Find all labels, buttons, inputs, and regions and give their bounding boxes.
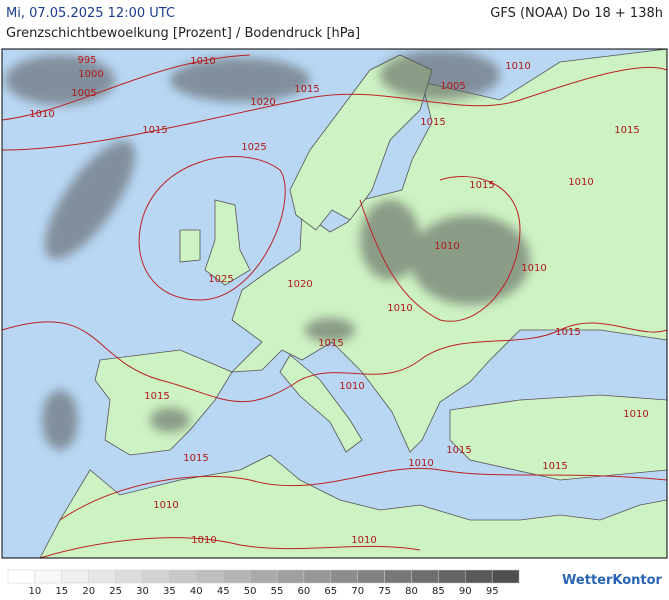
isobar-label: 1010 — [623, 409, 648, 420]
legend-swatch — [88, 569, 116, 584]
isobar-label: 1010 — [568, 177, 593, 188]
isobar-label: 1010 — [191, 535, 216, 546]
legend-label: 75 — [378, 586, 391, 597]
legend-swatch — [411, 569, 439, 584]
isobar-labels: 995 1000 1005 1010 1010 1015 1020 1015 1025 1005 1… — [29, 55, 648, 546]
legend-swatch — [384, 569, 412, 584]
isobar-label: 1005 — [71, 88, 96, 99]
isobar-label: 1010 — [351, 535, 376, 546]
isobar-label: 1010 — [521, 263, 546, 274]
isobar-label: 1025 — [241, 142, 266, 153]
legend-swatch — [303, 569, 332, 584]
isobars — [2, 54, 667, 558]
map-frame — [1, 48, 668, 559]
isobar-label: 1020 — [287, 279, 312, 290]
isobar-label: 1010 — [408, 458, 433, 469]
legend-label: 10 — [29, 586, 42, 597]
legend-label: 70 — [351, 586, 364, 597]
legend-swatch — [34, 569, 63, 584]
isobar-label: 1010 — [153, 500, 178, 511]
legend-label: 65 — [324, 586, 337, 597]
isobar-label: 1010 — [29, 109, 54, 120]
legend: 10 15 20 25 30 35 40 45 50 55 60 65 70 75 80 85 90 95 — [7, 569, 520, 597]
isobar-label: 995 — [77, 55, 96, 66]
legend-swatch — [222, 569, 251, 584]
legend-swatch — [357, 569, 385, 584]
legend-label: 20 — [82, 586, 95, 597]
legend-swatch — [196, 569, 224, 584]
isobar-label: 1010 — [387, 303, 412, 314]
legend-label: 90 — [459, 586, 472, 597]
legend-swatch — [249, 569, 278, 584]
isobar-label: 1015 — [183, 453, 208, 464]
isobar-label: 1025 — [208, 274, 233, 285]
header-date: Mi, 07.05.2025 12:00 UTC — [6, 6, 176, 21]
isobar-label: 1010 — [339, 381, 364, 392]
isobar-label: 1000 — [78, 69, 103, 80]
legend-swatch — [169, 569, 197, 584]
isobar-label: 1015 — [142, 125, 167, 136]
legend-label: 95 — [486, 586, 499, 597]
isobar-label: 1005 — [440, 81, 465, 92]
legend-swatch — [465, 569, 493, 584]
legend-label: 55 — [271, 586, 284, 597]
isobar-label: 1010 — [190, 56, 215, 67]
clouds — [5, 50, 530, 450]
legend-swatch — [330, 569, 358, 584]
legend-label: 15 — [55, 586, 68, 597]
legend-swatch — [7, 569, 36, 584]
legend-swatch — [142, 569, 170, 584]
legend-swatch — [491, 569, 520, 584]
legend-label: 45 — [217, 586, 230, 597]
isobar-label: 1015 — [318, 338, 343, 349]
legend-label: 60 — [298, 586, 311, 597]
isobar-label: 1010 — [505, 61, 530, 72]
isobar-label: 1020 — [250, 97, 275, 108]
legend-swatch — [115, 569, 143, 584]
header-title: Grenzschichtbewoelkung [Prozent] / Boden… — [6, 26, 361, 41]
isobar-label: 1015 — [555, 327, 580, 338]
isobar-label: 1010 — [434, 241, 459, 252]
legend-label: 50 — [244, 586, 257, 597]
logo: WetterKontor — [562, 573, 663, 588]
legend-swatch — [276, 569, 305, 584]
legend-swatch — [61, 569, 89, 584]
isobar-label: 1015 — [420, 117, 445, 128]
legend-swatch — [438, 569, 466, 584]
isobar-label: 1015 — [144, 391, 169, 402]
isobar-label: 1015 — [446, 445, 471, 456]
legend-label: 35 — [163, 586, 176, 597]
header-model: GFS (NOAA) Do 18 + 138h — [490, 6, 663, 21]
isobar-label: 1015 — [614, 125, 639, 136]
legend-label: 40 — [190, 586, 203, 597]
legend-label: 25 — [109, 586, 122, 597]
legend-label: 30 — [136, 586, 149, 597]
isobar-label: 1015 — [469, 180, 494, 191]
isobar-label: 1015 — [542, 461, 567, 472]
legend-label: 80 — [405, 586, 418, 597]
legend-label: 85 — [432, 586, 445, 597]
isobar-label: 1015 — [294, 84, 319, 95]
